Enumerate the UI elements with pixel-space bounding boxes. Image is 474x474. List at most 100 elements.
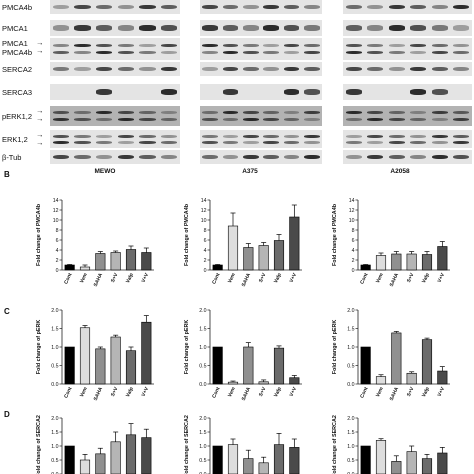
protein-band xyxy=(243,134,259,138)
protein-band xyxy=(283,134,300,138)
protein-band xyxy=(388,134,405,138)
blot-lane-label: ERK1,2 xyxy=(2,135,28,144)
protein-band xyxy=(367,140,384,144)
protein-band xyxy=(304,25,320,31)
protein-band xyxy=(283,154,300,160)
protein-band xyxy=(74,4,91,10)
protein-band xyxy=(243,25,259,31)
y-tick-label: 2.0 xyxy=(51,416,58,422)
protein-band xyxy=(410,4,427,10)
x-tick-label: Cont xyxy=(211,386,221,399)
cell-line-title-a375: A375 xyxy=(242,168,258,175)
blot-strip xyxy=(200,62,322,76)
protein-band xyxy=(431,140,448,144)
protein-band xyxy=(367,111,384,114)
protein-band xyxy=(263,4,279,10)
protein-band xyxy=(410,140,427,144)
y-tick-label: 10 xyxy=(201,218,207,224)
protein-band xyxy=(283,89,300,95)
protein-band xyxy=(243,111,259,114)
protein-band xyxy=(52,25,70,31)
protein-band xyxy=(139,134,156,138)
protein-band xyxy=(202,4,218,10)
bar-saha xyxy=(391,461,402,474)
protein-band xyxy=(243,4,259,10)
protein-band xyxy=(95,51,113,55)
protein-band xyxy=(410,134,427,138)
protein-band xyxy=(453,111,470,114)
blot-strip xyxy=(343,150,472,164)
protein-band xyxy=(431,154,448,160)
protein-band xyxy=(139,25,156,31)
blot-strip xyxy=(200,84,322,100)
protein-band xyxy=(243,43,259,47)
bar-vplusv xyxy=(437,370,448,385)
bar-vplusv xyxy=(141,252,152,271)
bar-splusv xyxy=(406,451,417,474)
protein-band xyxy=(367,51,384,55)
protein-band xyxy=(202,43,218,47)
y-tick-label: 0 xyxy=(56,268,59,274)
panel-letter-c: C xyxy=(4,307,10,316)
protein-band xyxy=(367,25,384,31)
x-tick-label: SAHA xyxy=(389,386,401,402)
protein-band xyxy=(95,154,113,160)
protein-band xyxy=(243,66,259,72)
protein-band xyxy=(222,154,239,160)
protein-band xyxy=(117,66,135,72)
protein-band xyxy=(139,111,156,114)
protein-band xyxy=(95,66,113,72)
protein-band xyxy=(431,25,448,31)
protein-band xyxy=(139,154,156,160)
protein-band xyxy=(202,111,218,114)
y-tick-label: 2 xyxy=(204,258,207,264)
y-tick-label: 0 xyxy=(352,268,355,274)
y-tick-label: 1.0 xyxy=(347,345,354,351)
y-tick-label: 12 xyxy=(53,208,59,214)
protein-band xyxy=(202,140,218,144)
protein-band xyxy=(410,111,427,114)
x-tick-label: Vem xyxy=(375,386,385,398)
x-tick-label: V+V xyxy=(289,386,299,398)
protein-band xyxy=(117,154,135,160)
x-tick-label: SAHA xyxy=(93,386,105,402)
protein-band xyxy=(410,66,427,72)
protein-band xyxy=(367,43,384,47)
protein-band xyxy=(160,25,178,31)
protein-band xyxy=(139,4,156,10)
protein-band xyxy=(222,89,239,95)
protein-band xyxy=(345,66,362,72)
bar-valp xyxy=(421,458,433,474)
protein-band xyxy=(431,118,448,121)
protein-band xyxy=(222,118,239,121)
protein-band xyxy=(367,154,384,160)
x-tick-label: S+V xyxy=(110,386,120,398)
bar-valp xyxy=(421,254,433,271)
blot-lane-label: PMCA1 xyxy=(2,24,28,33)
x-tick-label: Valp xyxy=(273,272,283,284)
blot-lane-label: SERCA3 xyxy=(2,88,33,97)
bar-splusv xyxy=(406,372,417,385)
protein-band xyxy=(453,134,470,138)
y-tick-label: 0.0 xyxy=(347,472,354,474)
band-arrow-icon: → → xyxy=(36,38,44,55)
protein-band xyxy=(263,118,279,121)
y-tick-label: 0.5 xyxy=(199,458,206,464)
y-tick-label: 1.5 xyxy=(199,430,206,436)
y-tick-label: 10 xyxy=(349,218,355,224)
protein-band xyxy=(95,140,113,144)
bar-vem xyxy=(375,440,387,474)
y-tick-label: 0.5 xyxy=(51,458,58,464)
panel-letter-b: B xyxy=(4,170,10,179)
protein-band xyxy=(345,111,362,114)
bar-saha xyxy=(95,253,106,271)
protein-band xyxy=(243,154,259,160)
y-axis-label: Fold change of SERCA2 xyxy=(36,415,42,474)
x-tick-label: Vem xyxy=(79,272,89,284)
protein-band xyxy=(74,66,91,72)
protein-band xyxy=(52,111,70,114)
protein-band xyxy=(388,51,405,55)
protein-band xyxy=(52,51,70,55)
blot-strip xyxy=(343,84,472,100)
